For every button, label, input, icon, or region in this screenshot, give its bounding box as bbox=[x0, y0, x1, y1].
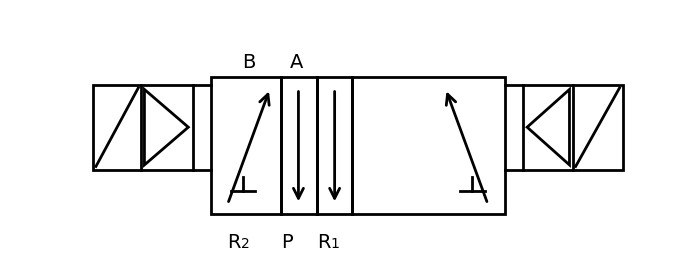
Bar bbox=[211, 77, 505, 214]
Text: B: B bbox=[242, 53, 256, 72]
Text: R: R bbox=[228, 234, 241, 252]
Text: A: A bbox=[290, 53, 304, 72]
Bar bbox=[523, 85, 623, 170]
Text: 2: 2 bbox=[241, 237, 249, 250]
Text: R: R bbox=[317, 234, 330, 252]
Bar bbox=[93, 85, 193, 170]
Text: P: P bbox=[281, 234, 293, 252]
Text: 1: 1 bbox=[330, 237, 339, 250]
